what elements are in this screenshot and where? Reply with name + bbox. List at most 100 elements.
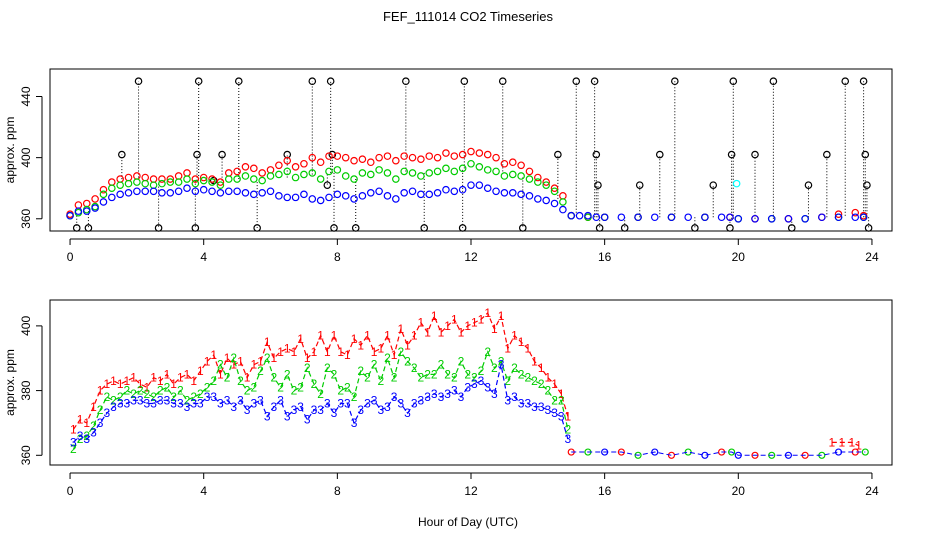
series-marker-red: 1 <box>170 377 177 391</box>
data-point-blue <box>392 195 400 203</box>
data-point-blue <box>325 193 333 202</box>
spike-point <box>193 150 201 159</box>
spike-point <box>709 181 718 189</box>
series-marker-red: 1 <box>164 367 171 381</box>
spike-point <box>823 150 831 159</box>
data-point-green <box>316 175 325 183</box>
series-marker-blue: 3 <box>558 409 565 423</box>
data-point-blue <box>258 188 266 197</box>
series-marker-blue: 3 <box>97 416 104 430</box>
data-point-green <box>417 172 425 180</box>
data-point-blue <box>417 190 425 199</box>
data-point-blue <box>784 214 793 223</box>
series-marker-red: 1 <box>184 367 191 381</box>
series-marker-green: 2 <box>524 371 531 385</box>
series-marker-blue: 3 <box>391 390 398 404</box>
series-marker-blue: 3 <box>478 374 485 388</box>
data-point-blue <box>250 190 258 199</box>
data-point-blue <box>726 213 734 222</box>
series-marker-blue: 3 <box>418 393 425 407</box>
data-point-red <box>199 173 208 182</box>
data-point-green <box>300 170 308 179</box>
series-marker-blue: 3 <box>110 400 117 414</box>
series-marker-red: 1 <box>424 325 431 339</box>
data-point-red <box>492 153 500 162</box>
data-point-green <box>266 172 275 180</box>
data-point-red <box>851 208 860 217</box>
spike-point <box>864 224 873 232</box>
series-marker-red-tail: 1 <box>855 439 862 453</box>
data-point-red <box>216 178 225 186</box>
data-point-red <box>358 155 367 163</box>
data-point-red <box>116 175 124 183</box>
series-marker-red: 1 <box>237 354 244 368</box>
x-tick-label: 12 <box>464 484 478 498</box>
series-marker-red: 1 <box>451 312 458 326</box>
series-marker-red: 1 <box>545 371 552 385</box>
data-point-green <box>116 181 124 189</box>
series-marker-blue: 3 <box>83 432 90 446</box>
series-marker-blue: 3 <box>464 380 471 394</box>
data-point-blue <box>550 199 559 208</box>
data-point-green <box>366 170 375 179</box>
flat-point <box>751 451 759 459</box>
series-marker-blue: 3 <box>103 406 110 420</box>
series-marker-green: 2 <box>164 380 171 394</box>
data-point-blue <box>91 204 99 212</box>
data-point-blue <box>133 187 141 196</box>
data-point-red <box>275 161 283 170</box>
series-marker-blue: 3 <box>458 390 465 404</box>
series-marker-green: 2 <box>150 390 157 404</box>
series-marker-blue: 3 <box>424 390 431 404</box>
series-marker-green: 2 <box>197 387 204 401</box>
series-marker-red: 1 <box>304 351 311 365</box>
series-marker-red: 1 <box>491 322 498 336</box>
data-point-blue <box>818 213 826 222</box>
series-marker-blue: 3 <box>250 397 257 411</box>
spike-point <box>592 150 601 159</box>
data-point-red <box>458 150 467 159</box>
data-point-green <box>358 169 367 177</box>
flat-point <box>634 451 642 459</box>
series-marker-green: 2 <box>97 403 104 417</box>
series-marker-red: 1 <box>471 316 478 330</box>
series-marker-blue: 3 <box>304 413 311 427</box>
series-marker-red-tail: 1 <box>849 435 856 449</box>
data-point-red <box>450 152 459 160</box>
data-point-red <box>417 155 425 163</box>
y-tick-label: 380 <box>19 380 33 400</box>
series-marker-red: 1 <box>331 329 338 343</box>
data-point-green <box>233 175 241 183</box>
series-marker-green: 2 <box>257 364 264 378</box>
y-axis-label: approx. ppm <box>3 117 17 184</box>
series-marker-green: 2 <box>237 374 244 388</box>
series-marker-blue: 3 <box>397 397 404 411</box>
series-marker-red: 1 <box>257 354 264 368</box>
data-point-green <box>199 176 208 185</box>
series-marker-red: 1 <box>291 345 298 359</box>
series-marker-blue: 3 <box>565 432 572 446</box>
data-point-blue <box>467 181 475 189</box>
series-marker-green: 2 <box>451 371 458 385</box>
data-point-red <box>266 166 275 174</box>
series-marker-red: 1 <box>411 329 418 343</box>
data-point-green <box>383 169 392 177</box>
data-point-green <box>442 164 450 173</box>
series-marker-green: 2 <box>103 390 110 404</box>
data-point-blue <box>634 213 642 222</box>
data-point-blue <box>592 213 601 222</box>
spike-point <box>72 224 81 232</box>
series-marker-blue: 3 <box>70 435 77 449</box>
data-point-red <box>534 173 542 182</box>
data-point-red <box>133 172 141 180</box>
series-marker-green: 2 <box>184 393 191 407</box>
series-marker-blue: 3 <box>364 397 371 411</box>
data-point-red <box>82 199 91 208</box>
data-point-blue <box>216 188 225 197</box>
spike-point <box>729 77 738 86</box>
spike-point <box>841 77 850 86</box>
series-marker-green: 2 <box>404 354 411 368</box>
data-point-blue <box>341 192 350 200</box>
series-marker-green: 2 <box>324 361 331 375</box>
series-marker-green: 2 <box>464 367 471 381</box>
